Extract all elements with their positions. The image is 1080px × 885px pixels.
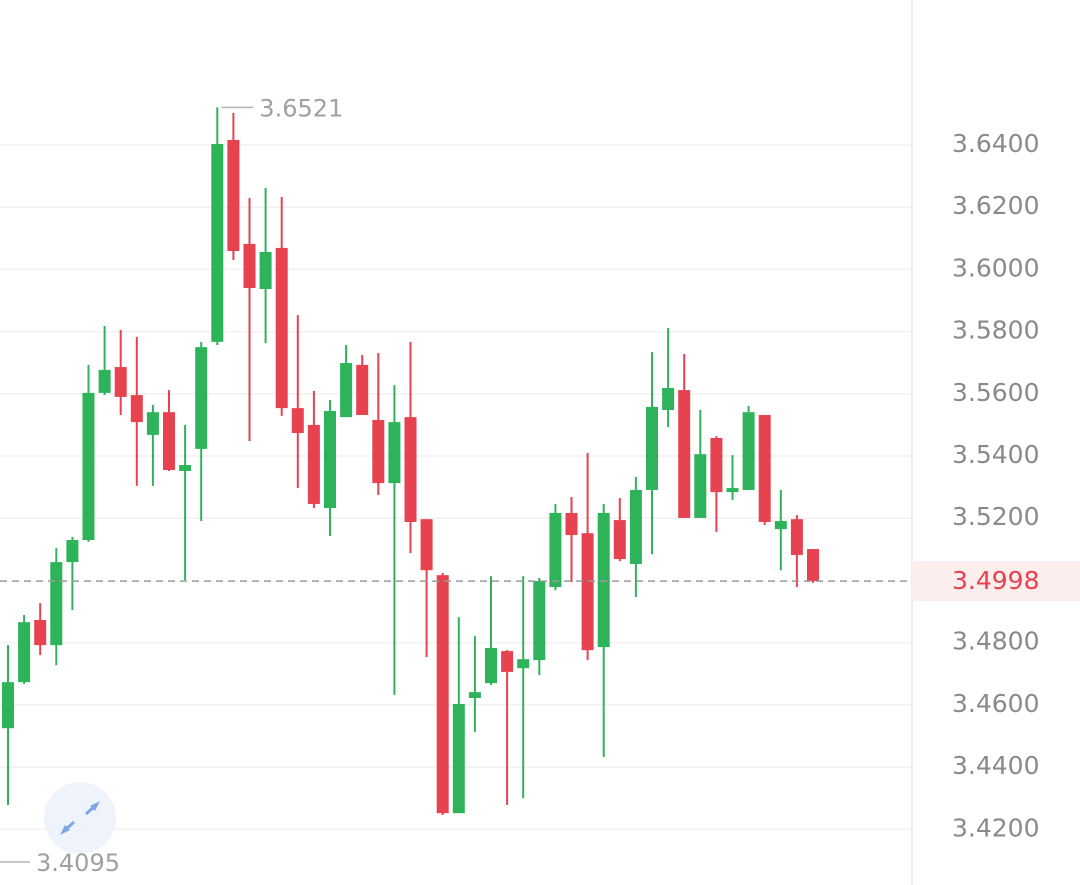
- candle-body: [468, 692, 481, 699]
- y-tick-label: 3.4400: [952, 751, 1039, 780]
- candle-body: [146, 412, 159, 435]
- candle-body: [758, 414, 771, 522]
- candle-body: [517, 659, 530, 669]
- y-tick-label: 3.6200: [952, 191, 1039, 220]
- candle-body: [324, 410, 336, 508]
- y-tick-label: 3.4200: [952, 813, 1039, 842]
- y-tick-label: 3.4600: [952, 689, 1039, 718]
- y-tick-label: 3.4800: [952, 627, 1039, 656]
- candle-body: [613, 520, 626, 559]
- candle-body: [114, 367, 127, 397]
- candle-body: [243, 243, 256, 289]
- candle-body: [98, 369, 111, 393]
- candle-body: [807, 549, 819, 582]
- candle-body: [179, 465, 192, 471]
- y-tick-label: 3.5600: [952, 378, 1039, 407]
- y-tick-label: 3.5200: [952, 502, 1039, 531]
- candle-body: [533, 581, 546, 661]
- candle-body: [694, 454, 707, 518]
- candle-body: [211, 144, 224, 342]
- candle-body: [549, 512, 562, 587]
- candle-body: [18, 622, 31, 683]
- candle-body: [452, 703, 465, 814]
- expand-icon[interactable]: [44, 782, 116, 854]
- candle-body: [646, 406, 658, 490]
- candle-body: [66, 540, 79, 563]
- candle-body: [420, 519, 433, 571]
- high-marker-label: 3.6521: [259, 94, 343, 122]
- candle-body: [50, 562, 63, 646]
- candle-body: [2, 682, 14, 729]
- candle-body: [790, 519, 803, 555]
- last-price-box: [912, 561, 1080, 602]
- candle-body: [501, 651, 514, 672]
- candle-body: [356, 364, 369, 415]
- candle-body: [259, 251, 272, 289]
- candle-body: [404, 417, 417, 522]
- candle-body: [485, 647, 497, 684]
- candle-body: [726, 488, 739, 493]
- candle-body: [130, 395, 143, 423]
- low-marker-label: 3.4095: [36, 849, 120, 877]
- y-tick-label: 3.5800: [952, 316, 1039, 345]
- candle-body: [291, 408, 304, 434]
- candle-body: [163, 412, 175, 471]
- candle-body: [82, 392, 95, 541]
- candle-body: [662, 387, 675, 410]
- y-tick-label: 3.6400: [952, 129, 1039, 158]
- y-tick-label: 3.6000: [952, 253, 1039, 282]
- candle-body: [581, 533, 594, 651]
- candle-body: [597, 512, 610, 648]
- candle-body: [436, 575, 449, 814]
- candle-body: [629, 489, 642, 564]
- candle-body: [710, 437, 723, 493]
- y-tick-label: 3.5400: [952, 440, 1039, 469]
- candle-body: [227, 139, 240, 252]
- candle-body: [742, 412, 755, 490]
- candle-body: [195, 347, 208, 449]
- last-price-label: 3.4998: [952, 566, 1039, 595]
- candle-body: [678, 390, 691, 518]
- candle-body: [388, 422, 401, 484]
- candle-body: [774, 521, 787, 530]
- candle-body: [275, 247, 288, 409]
- candles: [2, 107, 819, 816]
- candle-body: [565, 512, 578, 536]
- candle-body: [340, 363, 353, 418]
- candle-body: [372, 419, 385, 484]
- candle-body: [307, 424, 320, 504]
- candle-body: [34, 619, 47, 646]
